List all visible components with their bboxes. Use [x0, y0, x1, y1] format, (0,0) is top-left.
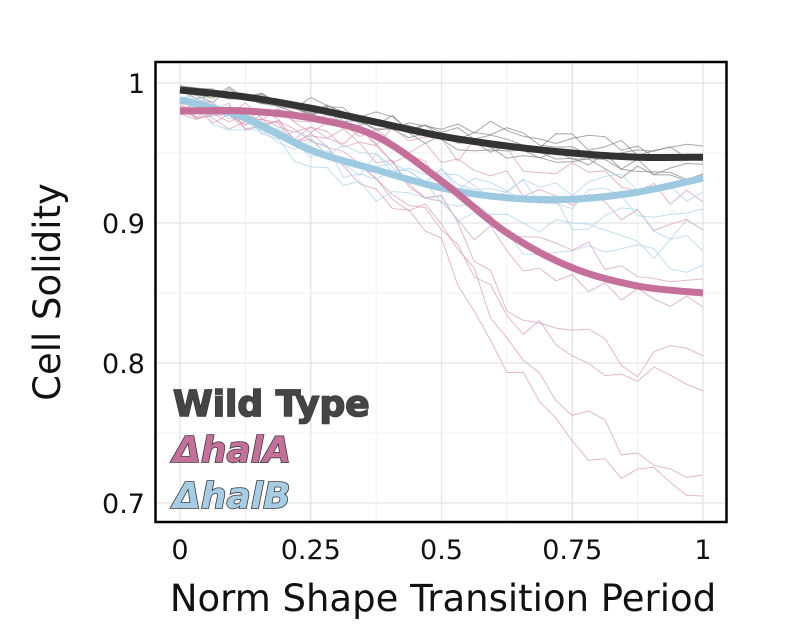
y-tick-label: 0.8 — [102, 349, 145, 380]
trace-line-hala — [179, 106, 704, 378]
y-tick-label: 1 — [128, 69, 145, 100]
trace-line-hala — [179, 105, 704, 232]
y-tick-label: 0.7 — [102, 489, 145, 520]
legend-item-halb: ΔhalB — [170, 476, 291, 517]
trace-line-halb — [179, 101, 704, 260]
plot-panel-border — [154, 60, 728, 524]
trace-line-halb — [179, 90, 704, 273]
x-tick-label: 0.75 — [542, 535, 602, 566]
legend: Wild Type ΔhalA ΔhalB — [169, 383, 370, 518]
x-tick-label: 0.25 — [281, 535, 341, 566]
trace-line-halb — [179, 92, 704, 240]
y-axis-ticks: 0.7 0.8 0.9 1 — [102, 69, 145, 520]
x-tick-label: 1 — [694, 535, 711, 566]
x-axis-title: Norm Shape Transition Period — [170, 577, 716, 620]
x-axis-ticks: 0 0.25 0.5 0.75 1 — [171, 535, 711, 566]
y-tick-label: 0.9 — [102, 209, 145, 240]
x-tick-label: 0 — [171, 535, 188, 566]
legend-item-hala: ΔhalA — [170, 430, 291, 471]
legend-item-wild-type: Wild Type — [173, 384, 370, 425]
trend-line-wild-type — [179, 86, 704, 162]
x-tick-label: 0.5 — [420, 535, 463, 566]
trend-line-halb — [179, 96, 704, 204]
trend-lines — [179, 86, 704, 297]
y-axis-title: Cell Solidity — [26, 183, 69, 401]
trace-line-hala — [179, 107, 704, 497]
trend-line-hala — [179, 106, 704, 297]
